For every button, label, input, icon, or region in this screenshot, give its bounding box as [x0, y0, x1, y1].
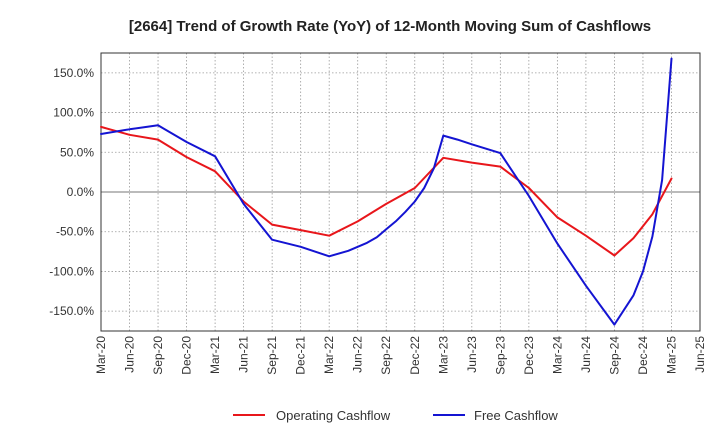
x-tick-label: Jun-21	[237, 336, 251, 373]
x-tick-label: Dec-22	[408, 336, 422, 375]
x-tick-label: Jun-22	[351, 336, 365, 373]
y-tick-label: 150.0%	[53, 66, 94, 80]
series-layer	[100, 57, 673, 326]
free-cashflow-line	[100, 57, 673, 326]
grid-layer	[101, 53, 700, 331]
x-tick-label: Dec-24	[636, 336, 650, 375]
x-tick-label: Jun-23	[465, 336, 479, 373]
y-tick-label: 50.0%	[60, 145, 94, 159]
operating-cashflow-line	[100, 125, 673, 257]
x-tick-label: Mar-25	[664, 336, 678, 374]
plot-frame	[100, 52, 701, 332]
y-tick-label: -100.0%	[49, 264, 94, 278]
x-tick-label: Sep-24	[607, 336, 621, 375]
y-tick-label: 0.0%	[67, 185, 95, 199]
x-tick-label: Dec-21	[294, 336, 308, 375]
x-tick-label: Mar-20	[94, 336, 108, 374]
legend-label: Operating Cashflow	[276, 408, 391, 423]
legend: Operating Cashflow Free Cashflow	[233, 408, 558, 423]
x-tick-label: Mar-23	[436, 336, 450, 374]
legend-label: Free Cashflow	[474, 408, 558, 423]
x-tick-label: Mar-24	[550, 336, 564, 374]
y-tick-label: -150.0%	[49, 304, 94, 318]
x-tick-label: Dec-20	[180, 336, 194, 375]
x-tick-label: Jun-20	[123, 336, 137, 373]
x-tick-label: Jun-24	[579, 336, 593, 373]
x-tick-label: Sep-23	[493, 336, 507, 375]
y-tick-label: 100.0%	[53, 106, 94, 120]
x-tick-label: Sep-20	[151, 336, 165, 375]
x-tick-label: Jun-25	[693, 336, 707, 373]
x-tick-label: Mar-21	[208, 336, 222, 374]
chart-title: [2664] Trend of Growth Rate (YoY) of 12-…	[129, 18, 651, 35]
x-tick-label: Sep-22	[379, 336, 393, 375]
x-tick-label: Sep-21	[265, 336, 279, 375]
x-tick-label: Dec-23	[522, 336, 536, 375]
axis-layer: 150.0% 100.0% 50.0% 0.0% -50.0% -100.0% -150.0…	[49, 52, 707, 375]
x-tick-label: Mar-22	[322, 336, 336, 374]
y-tick-label: -50.0%	[56, 225, 94, 239]
